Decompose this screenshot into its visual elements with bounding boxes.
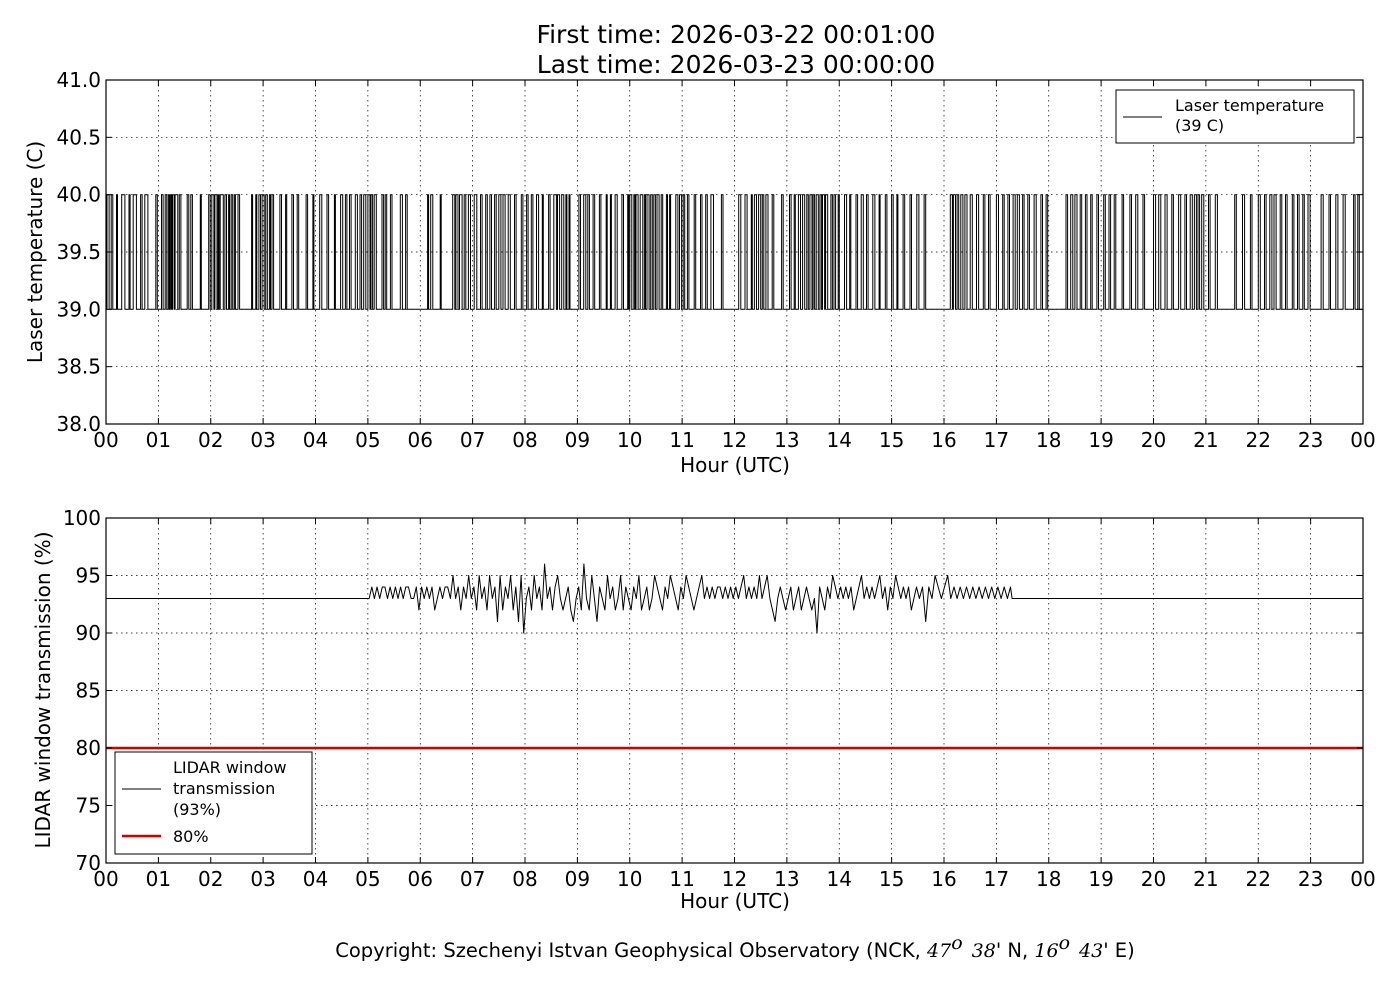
lidar-transmission-xtick-label: 07 xyxy=(460,867,485,891)
lidar-transmission-xtick-label: 10 xyxy=(617,867,642,891)
laser-temperature-xtick-label: 09 xyxy=(565,428,590,452)
laser-temperature-xtick-label: 11 xyxy=(669,428,694,452)
laser-temperature-ytick-label: 41.0 xyxy=(56,68,101,92)
lidar-transmission-ticks: 00 01 02 03 04 05 06 07 08 09 10 11 12 13 14 15 16 17 18 19… xyxy=(63,506,1376,891)
lidar-transmission-legend: LIDAR window transmission (93%) 80% xyxy=(114,751,313,855)
laser-temperature-ytick-label: 39.5 xyxy=(56,240,101,264)
laser-temperature-xtick-label: 00 xyxy=(93,428,118,452)
lidar-transmission-ytick-label: 80 xyxy=(76,736,101,760)
lidar-transmission-series-line xyxy=(106,563,1363,634)
laser-temperature-series-line xyxy=(106,194,1363,310)
laser-temperature-ytick-label: 40.5 xyxy=(56,125,101,149)
lidar-transmission-xtick-label: 14 xyxy=(827,867,852,891)
laser-temperature-panel: 00 01 02 03 04 05 06 07 08 09 10 11 12 13 14 15 16 17 18 19… xyxy=(23,68,1376,477)
laser-temperature-xtick-label: 05 xyxy=(355,428,380,452)
laser-temperature-data xyxy=(106,194,1363,310)
laser-temperature-xtick-label: 04 xyxy=(303,428,328,452)
lidar-transmission-xtick-label: 08 xyxy=(512,867,537,891)
laser-temperature-xtick-label: 19 xyxy=(1088,428,1113,452)
lidar-transmission-xtick-label: 05 xyxy=(355,867,380,891)
lidar-transmission-xtick-label: 06 xyxy=(408,867,433,891)
laser-temperature-xtick-label: 01 xyxy=(146,428,171,452)
laser-temperature-xtick-label: 15 xyxy=(879,428,904,452)
laser-temperature-xtick-label: 21 xyxy=(1193,428,1218,452)
lidar-transmission-ytick-label: 70 xyxy=(76,851,101,875)
laser-temperature-ytick-label: 39.0 xyxy=(56,297,101,321)
title-first-time: First time: 2026-03-22 00:01:00 xyxy=(537,20,936,49)
laser-temperature-xtick-label: 06 xyxy=(408,428,433,452)
title-last-time: Last time: 2026-03-23 00:00:00 xyxy=(537,50,935,79)
laser-temperature-ticks: 00 01 02 03 04 05 06 07 08 09 10 11 12 13 14 15 16 17 18 19… xyxy=(56,68,1375,452)
laser-temperature-xtick-label: 12 xyxy=(722,428,747,452)
laser-temperature-xtick-label: 23 xyxy=(1298,428,1323,452)
legend-lidar-transmission-line3: (93%) xyxy=(173,800,221,819)
laser-temperature-legend: Laser temperature (39 C) xyxy=(1115,89,1355,144)
lidar-transmission-xtick-label: 02 xyxy=(198,867,223,891)
laser-temperature-xtick-label: 22 xyxy=(1246,428,1271,452)
lidar-transmission-xtick-label: 19 xyxy=(1088,867,1113,891)
lidar-transmission-ytick-label: 90 xyxy=(76,621,101,645)
lidar-transmission-xtick-label: 12 xyxy=(722,867,747,891)
laser-temperature-xtick-label: 10 xyxy=(617,428,642,452)
laser-temperature-ytick-label: 38.5 xyxy=(56,355,101,379)
legend-lidar-transmission-line1: LIDAR window xyxy=(173,758,287,777)
lidar-transmission-xtick-label: 11 xyxy=(669,867,694,891)
laser-temperature-xtick-label: 20 xyxy=(1141,428,1166,452)
lidar-transmission-xtick-label: 01 xyxy=(146,867,171,891)
lidar-transmission-ytick-label: 95 xyxy=(76,564,101,588)
lidar-transmission-xtick-label: 23 xyxy=(1298,867,1323,891)
legend-lidar-transmission-line2: transmission xyxy=(173,779,275,798)
lidar-transmission-xtick-label: 09 xyxy=(565,867,590,891)
laser-temperature-ytick-label: 38.0 xyxy=(56,412,101,436)
lidar-transmission-ylabel: LIDAR window transmission (%) xyxy=(31,532,55,849)
laser-temperature-xtick-label: 00 xyxy=(1350,428,1375,452)
lidar-transmission-xtick-label: 00 xyxy=(93,867,118,891)
lidar-transmission-xtick-label: 16 xyxy=(931,867,956,891)
lidar-transmission-ytick-label: 100 xyxy=(63,506,101,530)
legend-laser-temperature-line2: (39 C) xyxy=(1175,116,1224,135)
lidar-transmission-xtick-label: 22 xyxy=(1246,867,1271,891)
laser-temperature-xtick-label: 07 xyxy=(460,428,485,452)
lidar-transmission-xtick-label: 15 xyxy=(879,867,904,891)
legend-threshold-label: 80% xyxy=(173,827,209,846)
laser-temperature-xtick-label: 13 xyxy=(774,428,799,452)
laser-temperature-xtick-label: 17 xyxy=(984,428,1009,452)
laser-temperature-xtick-label: 08 xyxy=(512,428,537,452)
laser-temperature-ytick-label: 40.0 xyxy=(56,183,101,207)
lidar-transmission-data xyxy=(106,563,1363,750)
lidar-transmission-ytick-label: 75 xyxy=(76,794,101,818)
lidar-transmission-ytick-label: 85 xyxy=(76,679,101,703)
lidar-transmission-xlabel: Hour (UTC) xyxy=(680,889,790,913)
lidar-transmission-panel: 00 01 02 03 04 05 06 07 08 09 10 11 12 13 14 15 16 17 18 19… xyxy=(31,506,1376,913)
laser-temperature-xtick-label: 16 xyxy=(931,428,956,452)
lidar-transmission-xtick-label: 17 xyxy=(984,867,1009,891)
laser-temperature-ylabel: Laser temperature (C) xyxy=(23,141,47,363)
lidar-transmission-xtick-label: 00 xyxy=(1350,867,1375,891)
lidar-transmission-xtick-label: 18 xyxy=(1036,867,1061,891)
laser-temperature-xtick-label: 18 xyxy=(1036,428,1061,452)
lidar-transmission-xtick-label: 03 xyxy=(250,867,275,891)
lidar-transmission-xtick-label: 21 xyxy=(1193,867,1218,891)
laser-temperature-xtick-label: 02 xyxy=(198,428,223,452)
laser-temperature-xtick-label: 03 xyxy=(250,428,275,452)
legend-laser-temperature-line1: Laser temperature xyxy=(1175,96,1324,115)
lidar-transmission-xtick-label: 20 xyxy=(1141,867,1166,891)
lidar-transmission-xtick-label: 04 xyxy=(303,867,328,891)
copyright-text: Copyright: Szechenyi Istvan Geophysical … xyxy=(335,932,1134,962)
lidar-transmission-xtick-label: 13 xyxy=(774,867,799,891)
laser-temperature-xlabel: Hour (UTC) xyxy=(680,453,790,477)
laser-temperature-xtick-label: 14 xyxy=(827,428,852,452)
